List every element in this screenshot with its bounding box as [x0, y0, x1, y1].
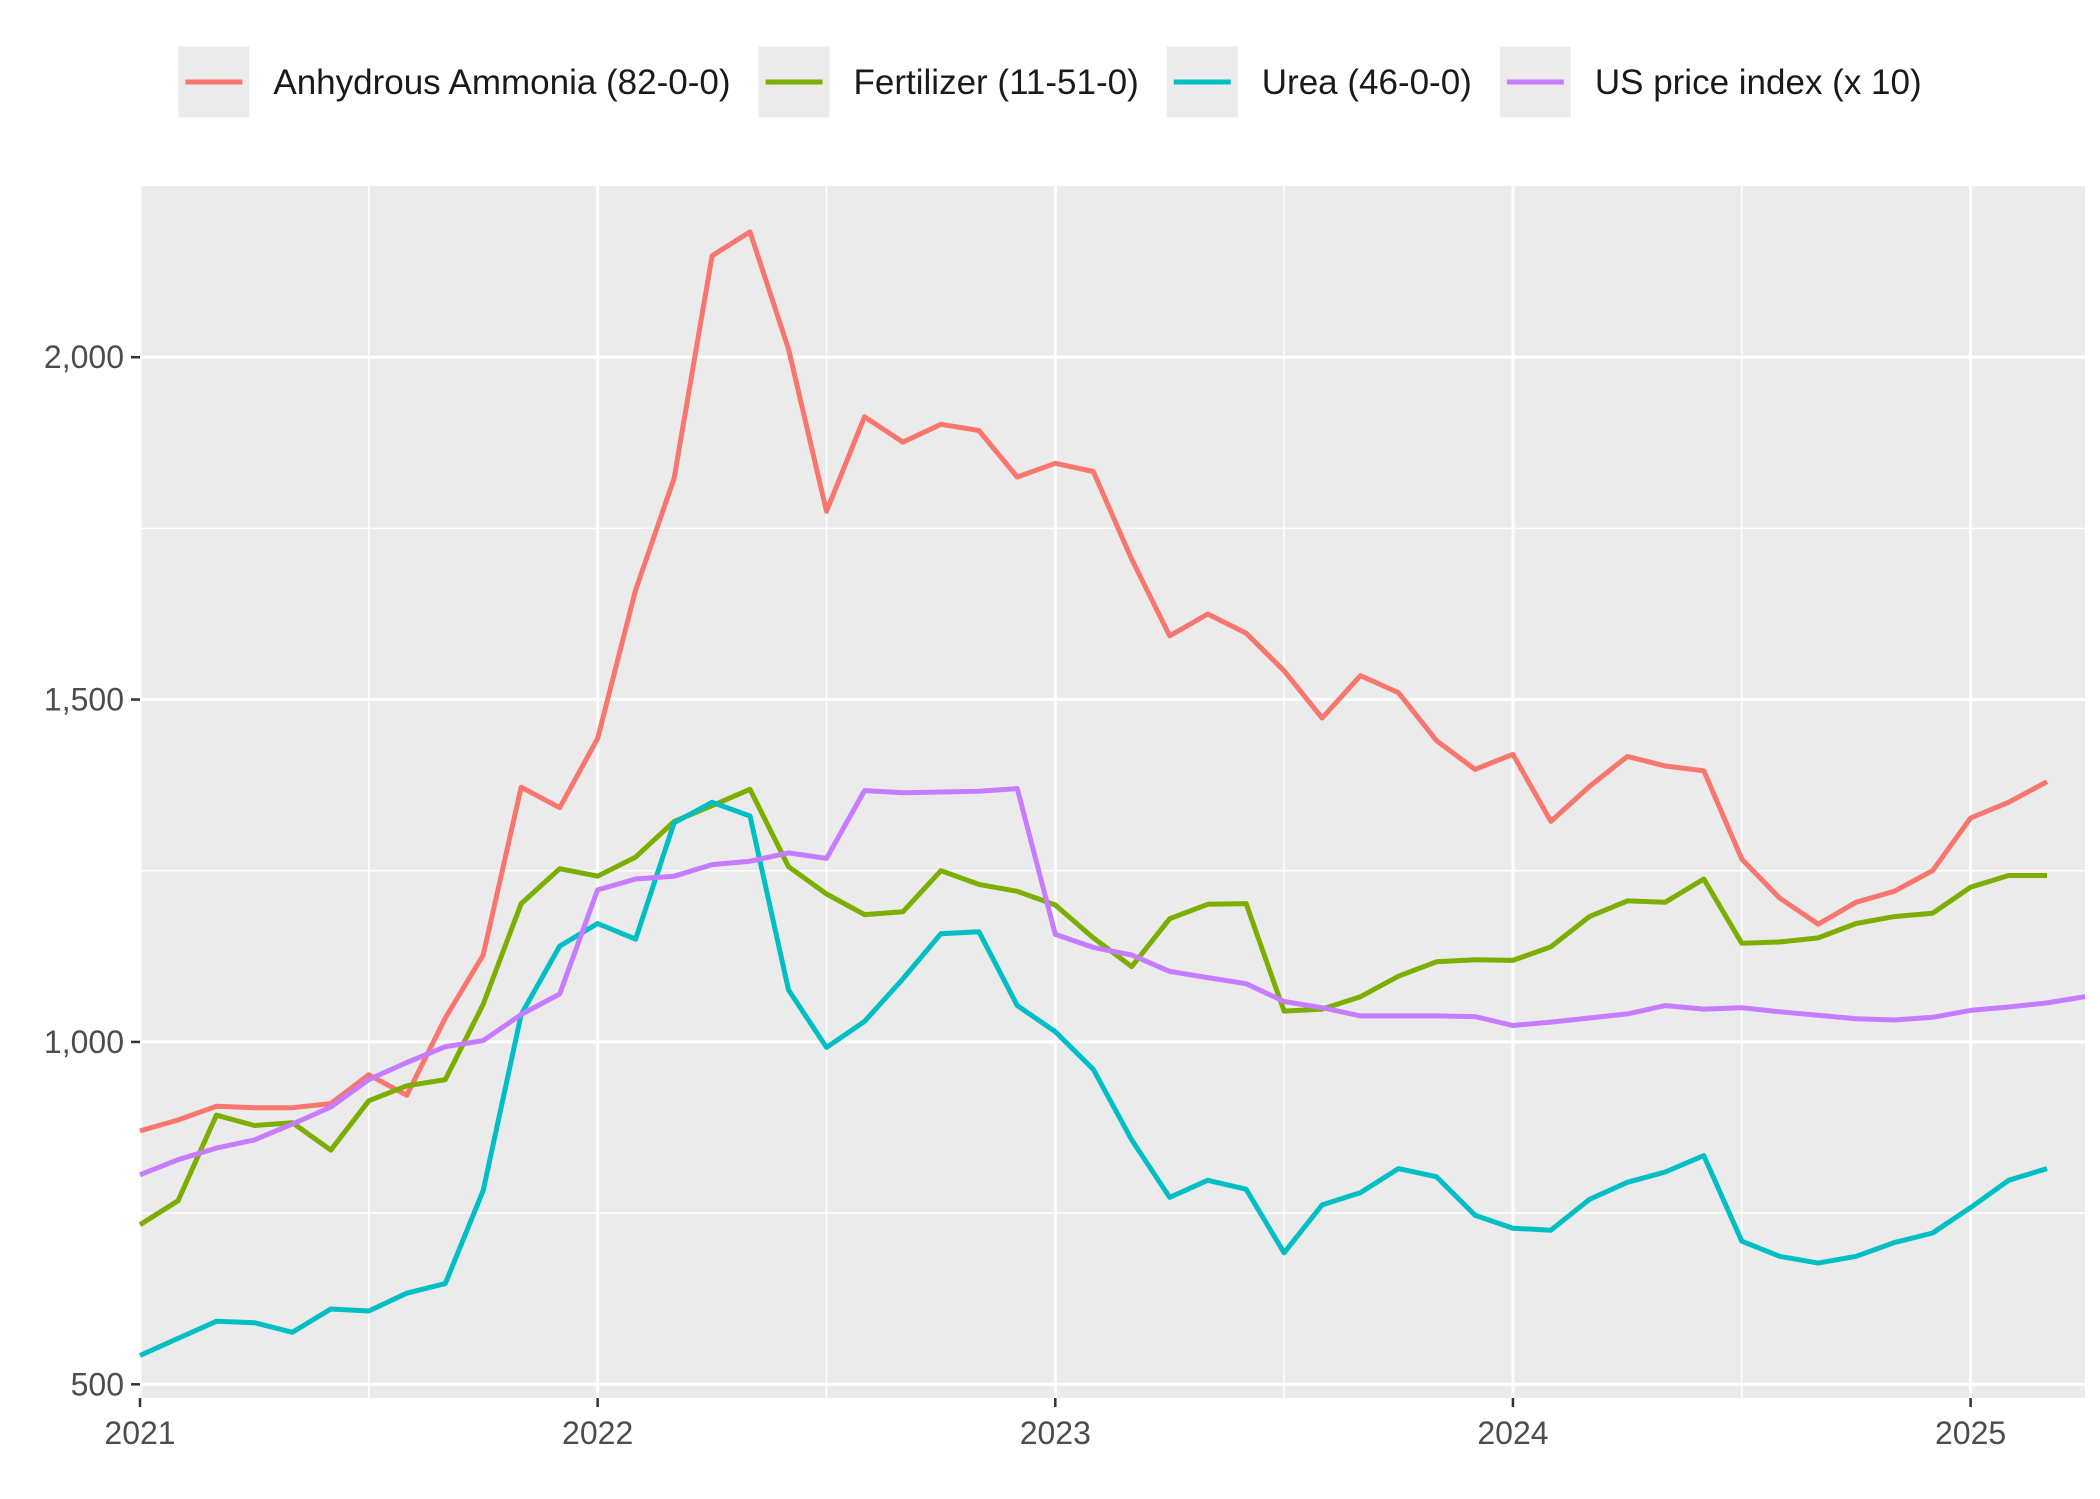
- legend-item-0: Anhydrous Ammonia (82-0-0): [178, 46, 731, 118]
- series-line-2: [138, 799, 2048, 1358]
- legend-item-2: Urea (46-0-0): [1166, 46, 1472, 118]
- x-tick-label: 2021: [104, 1415, 175, 1451]
- legend-label: Anhydrous Ammonia (82-0-0): [273, 63, 730, 102]
- legend-label: US price index (x 10): [1595, 63, 1922, 102]
- series-line-3: [139, 786, 2086, 1178]
- y-tick-label: 500: [71, 1366, 124, 1402]
- legend-item-1: Fertilizer (11-51-0): [758, 46, 1139, 118]
- x-tick-label: 2023: [1020, 1415, 1091, 1451]
- major-gridlines: [138, 186, 2085, 1398]
- legend-item-3: US price index (x 10): [1499, 46, 1922, 118]
- y-tick-label: 2,000: [44, 339, 124, 375]
- legend-label: Urea (46-0-0): [1262, 63, 1472, 102]
- x-tick-label: 2025: [1935, 1415, 2006, 1451]
- series-line-1: [138, 786, 2047, 1227]
- minor-gridlines: [140, 186, 2085, 1398]
- legend: Anhydrous Ammonia (82-0-0) Fertilizer (11…: [178, 46, 1922, 118]
- legend-label: Fertilizer (11-51-0): [854, 63, 1139, 102]
- plot-panel: [140, 186, 2085, 1398]
- series-line-0: [139, 229, 2049, 1134]
- y-tick-label: 1,500: [44, 682, 124, 718]
- series-lines: [138, 229, 2086, 1358]
- x-tick-label: 2024: [1477, 1415, 1548, 1451]
- y-tick-label: 1,000: [44, 1024, 124, 1060]
- x-tick-label: 2022: [562, 1415, 633, 1451]
- axes: 2021 2022 2023 2024 2025 500 1,000 1,500 2,000: [44, 339, 2006, 1451]
